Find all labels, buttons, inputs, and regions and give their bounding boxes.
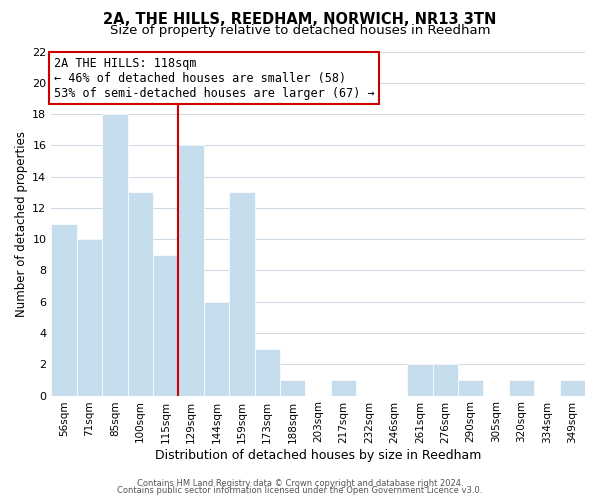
- Bar: [51, 224, 77, 396]
- Bar: [204, 302, 229, 396]
- Text: 2A, THE HILLS, REEDHAM, NORWICH, NR13 3TN: 2A, THE HILLS, REEDHAM, NORWICH, NR13 3T…: [103, 12, 497, 27]
- Bar: [280, 380, 305, 396]
- X-axis label: Distribution of detached houses by size in Reedham: Distribution of detached houses by size …: [155, 450, 481, 462]
- Text: Size of property relative to detached houses in Reedham: Size of property relative to detached ho…: [110, 24, 490, 37]
- Text: Contains public sector information licensed under the Open Government Licence v3: Contains public sector information licen…: [118, 486, 482, 495]
- Bar: [178, 146, 204, 396]
- Bar: [433, 364, 458, 396]
- Bar: [331, 380, 356, 396]
- Bar: [77, 239, 102, 396]
- Bar: [254, 348, 280, 396]
- Bar: [407, 364, 433, 396]
- Bar: [153, 255, 178, 396]
- Bar: [509, 380, 534, 396]
- Bar: [102, 114, 128, 396]
- Bar: [458, 380, 484, 396]
- Bar: [560, 380, 585, 396]
- Bar: [229, 192, 254, 396]
- Bar: [128, 192, 153, 396]
- Text: 2A THE HILLS: 118sqm
← 46% of detached houses are smaller (58)
53% of semi-detac: 2A THE HILLS: 118sqm ← 46% of detached h…: [54, 56, 374, 100]
- Text: Contains HM Land Registry data © Crown copyright and database right 2024.: Contains HM Land Registry data © Crown c…: [137, 478, 463, 488]
- Y-axis label: Number of detached properties: Number of detached properties: [15, 130, 28, 316]
